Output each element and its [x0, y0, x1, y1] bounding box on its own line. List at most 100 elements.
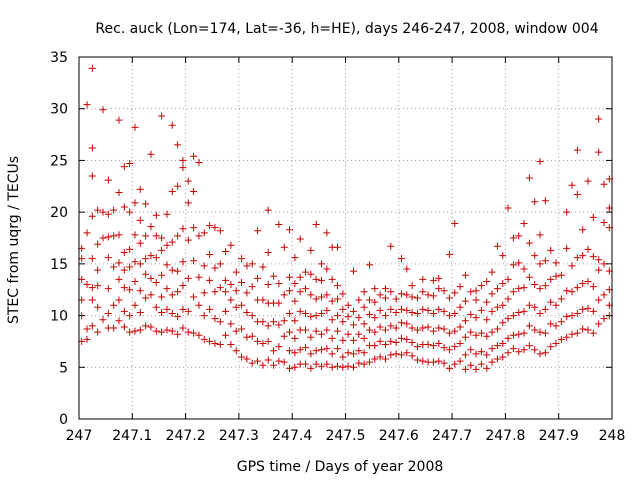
data-point	[472, 365, 480, 373]
data-point	[365, 311, 373, 319]
data-point	[328, 275, 336, 283]
data-point	[163, 261, 171, 269]
data-point	[344, 313, 352, 321]
data-point	[328, 363, 336, 371]
data-point	[190, 224, 198, 232]
data-point	[424, 323, 432, 331]
data-point	[451, 360, 459, 368]
data-point	[195, 232, 203, 240]
data-point	[291, 254, 299, 262]
data-point	[440, 325, 448, 333]
data-point	[254, 337, 262, 345]
x-tick-label: 247.5	[325, 428, 365, 444]
x-tick-label: 247.3	[219, 428, 259, 444]
data-point	[307, 246, 315, 254]
data-point	[419, 324, 427, 332]
data-point	[547, 343, 555, 351]
data-point	[259, 263, 267, 271]
data-point	[589, 307, 597, 315]
data-point	[83, 101, 91, 109]
data-point	[232, 347, 240, 355]
data-point	[238, 325, 246, 333]
data-point	[515, 259, 523, 267]
data-point	[584, 277, 592, 285]
data-point	[504, 334, 512, 342]
data-point	[280, 317, 288, 325]
data-point	[515, 330, 523, 338]
x-tick-label: 247	[66, 428, 93, 444]
x-tick-label: 247.6	[379, 428, 419, 444]
data-point	[302, 285, 310, 293]
data-point	[270, 347, 278, 355]
data-point	[83, 229, 91, 237]
data-point	[248, 332, 256, 340]
data-point	[568, 288, 576, 296]
data-point	[344, 349, 352, 357]
data-point	[573, 191, 581, 199]
data-point	[131, 199, 139, 207]
data-point	[339, 290, 347, 298]
data-point	[147, 274, 155, 282]
data-point	[429, 358, 437, 366]
data-point	[275, 221, 283, 229]
data-point	[147, 252, 155, 260]
data-point	[131, 231, 139, 239]
data-point	[413, 356, 421, 364]
data-point	[200, 229, 208, 237]
data-point	[520, 329, 528, 337]
axis-ticks: 247 247.1 247.2 247.3 247.4 247.5 247.6 247.7 24…	[50, 50, 625, 444]
data-point	[552, 259, 560, 267]
data-point	[94, 206, 102, 214]
data-point	[104, 254, 112, 262]
data-point	[451, 327, 459, 335]
data-point	[120, 307, 128, 315]
data-point	[248, 283, 256, 291]
data-point	[483, 298, 491, 306]
data-point	[136, 287, 144, 295]
data-point	[334, 362, 342, 370]
data-point	[563, 313, 571, 321]
data-point	[152, 254, 160, 262]
data-point	[238, 353, 246, 361]
data-point	[195, 273, 203, 281]
data-point	[323, 229, 331, 237]
data-point	[424, 341, 432, 349]
data-point	[483, 364, 491, 372]
data-point	[392, 295, 400, 303]
data-point	[429, 276, 437, 284]
data-point	[323, 265, 331, 273]
data-point	[126, 245, 134, 253]
data-point	[504, 315, 512, 323]
data-point	[461, 365, 469, 373]
data-point	[147, 323, 155, 331]
data-point	[312, 275, 320, 283]
data-point	[222, 276, 230, 284]
data-point	[152, 278, 160, 286]
data-point	[248, 359, 256, 367]
data-point	[307, 291, 315, 299]
data-point	[216, 318, 224, 326]
data-point	[557, 335, 565, 343]
data-point	[445, 329, 453, 337]
data-point	[493, 303, 501, 311]
data-point	[334, 312, 342, 320]
data-point	[515, 348, 523, 356]
data-point	[392, 350, 400, 358]
data-point	[515, 285, 523, 293]
data-point	[435, 274, 443, 282]
data-point	[504, 204, 512, 212]
data-point	[227, 241, 235, 249]
data-point	[472, 350, 480, 358]
data-point	[493, 355, 501, 363]
data-point	[158, 271, 166, 279]
data-point	[472, 287, 480, 295]
data-point	[456, 357, 464, 365]
data-point	[451, 343, 459, 351]
data-point	[536, 285, 544, 293]
data-point	[88, 296, 96, 304]
data-point	[227, 341, 235, 349]
data-point	[419, 275, 427, 283]
data-point	[531, 303, 539, 311]
data-point	[136, 326, 144, 334]
data-point	[264, 281, 272, 289]
